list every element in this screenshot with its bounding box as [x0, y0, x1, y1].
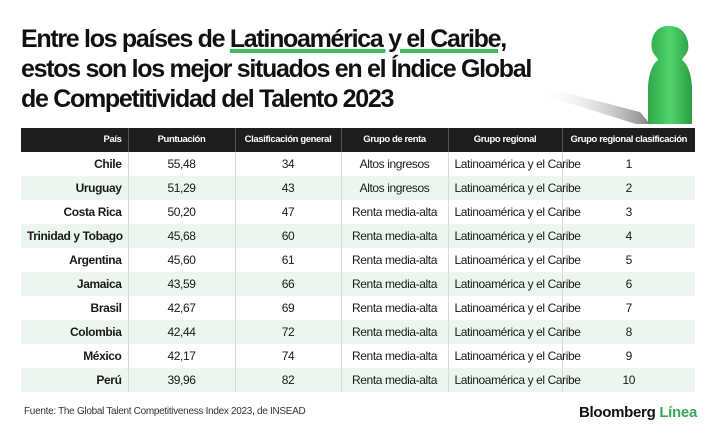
- green-pawn-figure-icon: [540, 20, 720, 126]
- table-row: Argentina 45,60 61 Renta media-alta Lati…: [21, 248, 695, 272]
- cell-income-group: Altos ingresos: [341, 152, 449, 176]
- cell-income-group: Renta media-alta: [341, 368, 449, 392]
- cell-overall-rank: 43: [235, 176, 342, 200]
- cell-overall-rank: 60: [235, 224, 342, 248]
- cell-score: 39,96: [128, 368, 236, 392]
- cell-overall-rank: 61: [235, 248, 342, 272]
- cell-income-group: Renta media-alta: [341, 248, 449, 272]
- cell-score: 45,60: [128, 248, 236, 272]
- cell-score: 42,44: [128, 320, 236, 344]
- cell-regional-group: Latinoamérica y el Caribe: [448, 248, 581, 272]
- cell-score: 45,68: [128, 224, 236, 248]
- brand-accent: Línea: [659, 404, 697, 421]
- header-puntuacion: Puntuación: [128, 128, 236, 152]
- competitiveness-table: País Puntuación Clasificación general Gr…: [21, 128, 695, 392]
- page-title: Entre los países de Latinoamérica y el C…: [21, 24, 541, 114]
- cell-country: Chile: [21, 152, 129, 176]
- cell-regional-group: Latinoamérica y el Caribe: [448, 152, 581, 176]
- brand-logo: Bloomberg Línea: [579, 404, 697, 421]
- cell-regional-rank: 1: [625, 157, 633, 171]
- header-grupo-regional-clasificacion: Grupo regional clasificación: [562, 128, 695, 152]
- cell-regional-group: Latinoamérica y el Caribe: [448, 176, 581, 200]
- cell-income-group: Altos ingresos: [341, 176, 449, 200]
- table-row: Trinidad y Tobago 45,68 60 Renta media-a…: [21, 224, 695, 248]
- cell-score: 42,17: [128, 344, 236, 368]
- cell-regional-group: Latinoamérica y el Caribe: [448, 344, 581, 368]
- cell-income-group: Renta media-alta: [341, 320, 449, 344]
- cell-overall-rank: 47: [235, 200, 342, 224]
- title-part-1: Entre los países de: [21, 25, 230, 53]
- table-row: Brasil 42,67 69 Renta media-alta Latinoa…: [21, 296, 695, 320]
- cell-regional-rank: 8: [562, 320, 695, 344]
- table-row: Uruguay 51,29 43 Altos ingresos Latinoam…: [21, 176, 695, 200]
- brand-main: Bloomberg: [578, 404, 656, 421]
- table-row: México 42,17 74 Renta media-alta Latinoa…: [21, 344, 695, 368]
- header-grupo-regional: Grupo regional: [448, 128, 563, 152]
- cell-overall-rank: 72: [235, 320, 342, 344]
- table-row: Costa Rica 50,20 47 Renta media-alta Lat…: [21, 200, 695, 224]
- cell-overall-rank: 74: [235, 344, 342, 368]
- cell-regional-group: Latinoamérica y el Caribe: [448, 296, 581, 320]
- table-row: Jamaica 43,59 66 Renta media-alta Latino…: [21, 272, 695, 296]
- cell-country: Jamaica: [21, 272, 129, 296]
- cell-regional-rank: 6: [562, 272, 695, 296]
- cell-regional-rank: 3: [625, 205, 633, 219]
- cell-country: Brasil: [21, 296, 129, 320]
- cell-regional-group: Latinoamérica y el Caribe: [448, 272, 581, 296]
- cell-income-group: Renta media-alta: [341, 296, 449, 320]
- cell-country: Uruguay: [21, 176, 129, 200]
- source-note: Fuente: The Global Talent Competitivenes…: [24, 406, 306, 417]
- cell-regional-rank: 4: [562, 224, 695, 248]
- cell-score: 51,29: [128, 176, 236, 200]
- cell-overall-rank: 69: [235, 296, 342, 320]
- table-header-row: País Puntuación Clasificación general Gr…: [21, 128, 695, 152]
- cell-regional-rank: 10: [562, 368, 695, 392]
- cell-country: Argentina: [21, 248, 129, 272]
- cell-overall-rank: 82: [235, 368, 342, 392]
- cell-regional-group: Latinoamérica y el Caribe: [448, 368, 581, 392]
- table-row: Chile 55,48 34 Altos ingresos Latinoamér…: [21, 152, 695, 176]
- cell-country: Colombia: [21, 320, 129, 344]
- cell-income-group: Renta media-alta: [341, 224, 449, 248]
- cell-regional-rank: 5: [625, 253, 633, 267]
- cell-country: Costa Rica: [21, 200, 129, 224]
- cell-regional-group: Latinoamérica y el Caribe: [448, 320, 581, 344]
- cell-regional-group: Latinoamérica y el Caribe: [448, 200, 581, 224]
- header-grupo-renta: Grupo de renta: [341, 128, 449, 152]
- cell-country: México: [21, 344, 129, 368]
- cell-country: Trinidad y Tobago: [21, 224, 129, 248]
- header-pais: País: [21, 128, 129, 152]
- cell-income-group: Renta media-alta: [341, 344, 449, 368]
- header-clasificacion-general: Clasificación general: [235, 128, 342, 152]
- cell-overall-rank: 66: [235, 272, 342, 296]
- cell-score: 43,59: [128, 272, 236, 296]
- cell-country: Perú: [21, 368, 129, 392]
- cell-income-group: Renta media-alta: [341, 272, 449, 296]
- cell-regional-group: Latinoamérica y el Caribe: [448, 224, 581, 248]
- cell-regional-rank: 2: [562, 176, 695, 200]
- title-part-2: estos son los mejor situados en el Índic…: [21, 55, 532, 113]
- cell-regional-rank: 7: [625, 301, 633, 315]
- table-row: Perú 39,96 82 Renta media-alta Latinoamé…: [21, 368, 695, 392]
- cell-income-group: Renta media-alta: [341, 200, 449, 224]
- cell-regional-rank: 9: [625, 349, 633, 363]
- cell-score: 55,48: [128, 152, 236, 176]
- cell-score: 50,20: [128, 200, 236, 224]
- cell-score: 42,67: [128, 296, 236, 320]
- title-highlight: Latinoamérica y el Caribe,: [229, 25, 507, 53]
- table-row: Colombia 42,44 72 Renta media-alta Latin…: [21, 320, 695, 344]
- cell-overall-rank: 34: [235, 152, 342, 176]
